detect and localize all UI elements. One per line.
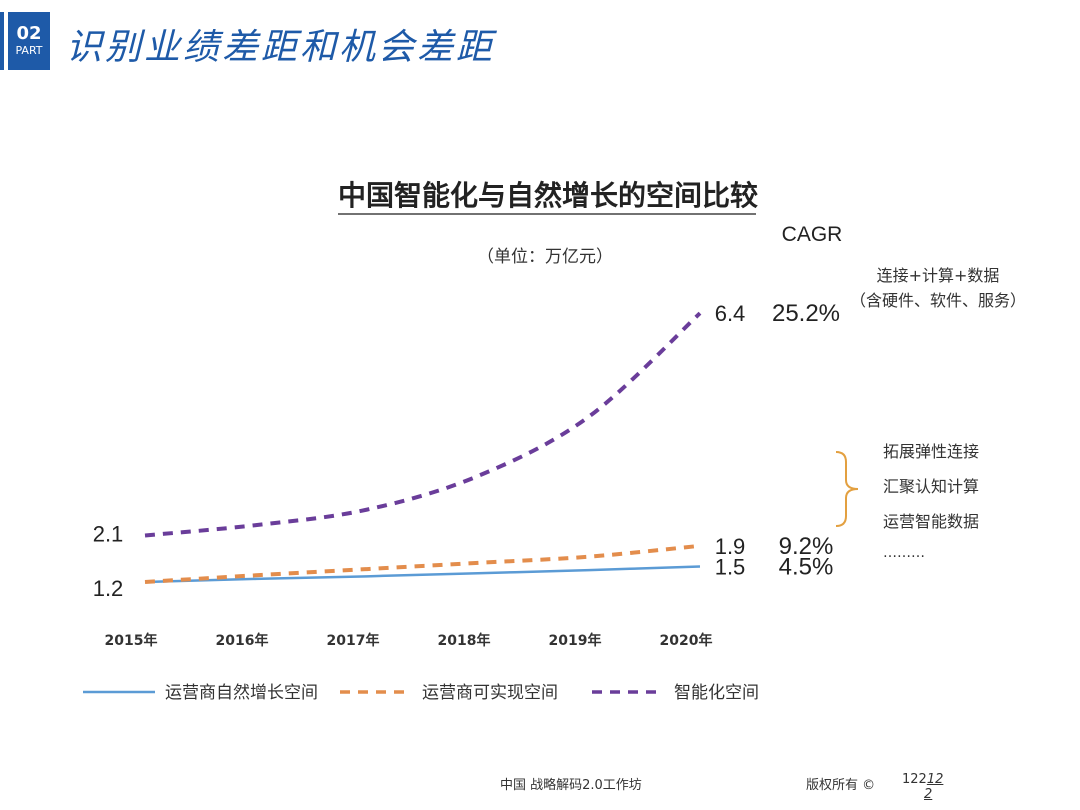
chart-unit: （单位：万亿元） <box>477 247 613 267</box>
annotation-top-line1: 连接+计算+数据 <box>877 266 1000 285</box>
chart-title: 中国智能化与自然增长的空间比较 <box>338 179 758 212</box>
legend-label-2: 智能化空间 <box>674 683 759 703</box>
part-label: PART <box>15 44 43 57</box>
end-value-label: 6.4 <box>715 301 746 326</box>
page-number-b: 12 <box>926 772 944 787</box>
x-tick-label: 2019年 <box>549 632 602 649</box>
cagr-value: 4.5% <box>779 553 834 580</box>
annotation-bracket <box>835 451 859 527</box>
part-badge: 02 PART <box>8 12 50 70</box>
x-tick-label: 2015年 <box>105 632 158 649</box>
legend-label-1: 运营商可实现空间 <box>422 683 558 703</box>
bracket-item: 拓展弹性连接 <box>883 442 979 461</box>
header-accent-bar <box>0 12 4 70</box>
start-value-label: 1.2 <box>93 576 124 601</box>
series-line-1 <box>144 543 701 584</box>
page-number: 12212 2 <box>902 772 943 802</box>
x-tick-label: 2020年 <box>660 632 713 649</box>
start-value-label: 2.1 <box>93 521 124 546</box>
series-line-0 <box>144 565 701 584</box>
legend-label-0: 运营商自然增长空间 <box>165 683 318 703</box>
x-tick-label: 2018年 <box>438 632 491 649</box>
cagr-value: 25.2% <box>772 300 840 327</box>
slide-title: 识别业绩差距和机会差距 <box>66 27 496 68</box>
cagr-value: 9.2% <box>779 533 834 560</box>
x-tick-label: 2016年 <box>216 632 269 649</box>
footer-left: 中国 战略解码2.0工作坊 <box>500 778 642 793</box>
line-chart: 中国智能化与自然增长的空间比较 （单位：万亿元） CAGR 2015年 2016年… <box>83 179 1026 703</box>
series-line-2 <box>144 311 702 538</box>
page-number-a: 122 <box>902 772 927 787</box>
end-value-label: 1.5 <box>715 554 746 579</box>
part-number: 02 <box>16 23 42 44</box>
footer-copyright: 版权所有 © <box>806 778 876 793</box>
bracket-item: ……… <box>883 545 925 561</box>
cagr-header: CAGR <box>782 223 843 246</box>
x-tick-label: 2017年 <box>327 632 380 649</box>
annotation-top-line2: （含硬件、软件、服务） <box>850 291 1026 310</box>
bracket-item: 运营智能数据 <box>883 512 979 531</box>
page-number-c: 2 <box>924 787 933 802</box>
bracket-item: 汇聚认知计算 <box>883 477 979 496</box>
end-value-label: 1.9 <box>715 534 746 559</box>
